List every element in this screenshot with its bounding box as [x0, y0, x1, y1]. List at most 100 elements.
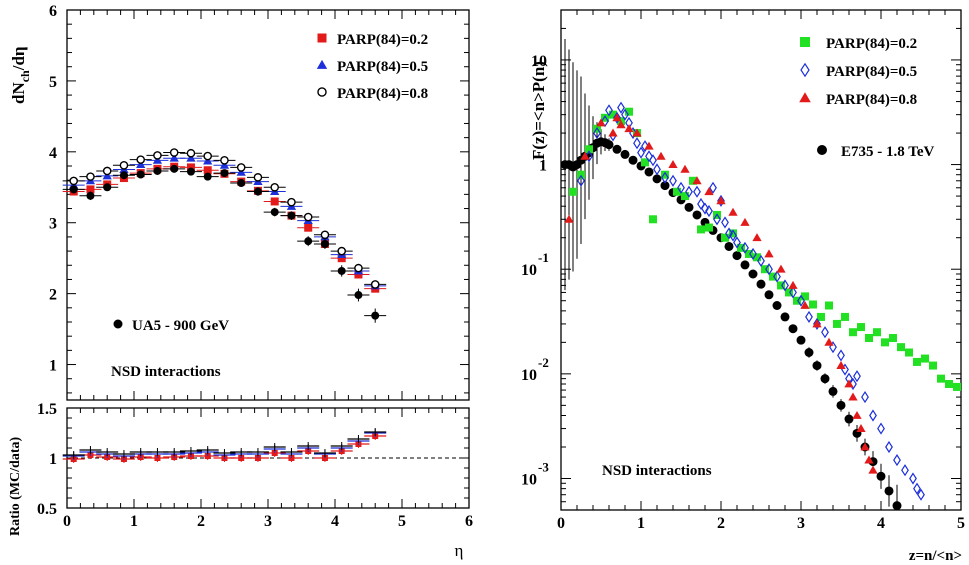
series-parp-84-0-8 [62, 148, 387, 289]
data-point [628, 155, 638, 165]
data-point [203, 151, 212, 161]
data-point [270, 182, 280, 192]
data-point [876, 471, 886, 481]
data-point [929, 361, 937, 370]
data-point [877, 422, 885, 435]
y-tick-label: 10 [521, 367, 537, 384]
data-point [953, 382, 961, 391]
data-point [609, 110, 617, 119]
data-point [303, 212, 313, 222]
data-point [913, 482, 921, 495]
y-axis-title: dNch/dη [9, 46, 32, 104]
y-tick-exponent: -3 [538, 459, 549, 474]
data-point [721, 216, 729, 229]
data-point [893, 454, 901, 467]
legend: PARP(84)=0.2 PARP(84)=0.5 PARP(84)=0.8 UA5 … [113, 32, 428, 334]
data-point [844, 379, 854, 388]
x-tick-label: 1 [130, 513, 138, 530]
data-point [800, 300, 810, 309]
x-tick-label: 1 [637, 515, 645, 532]
data-point [856, 424, 866, 432]
y-tick-label: 1 [49, 358, 57, 375]
data-point [237, 179, 246, 188]
x-axis-title: z=n/<n> [909, 548, 962, 564]
x-tick-label: 0 [557, 515, 565, 532]
data-point [741, 241, 749, 254]
data-point [865, 334, 873, 343]
data-point [304, 237, 313, 246]
series-parp-84-0-5 [577, 101, 925, 501]
data-point [186, 148, 196, 158]
data-point [897, 343, 905, 352]
data-point [721, 233, 729, 242]
data-point [320, 230, 330, 240]
data-point [136, 155, 145, 164]
y-tick-label: 3 [49, 216, 57, 233]
y-tick-label: 1 [49, 451, 57, 468]
data-point [737, 243, 745, 252]
data-point [853, 370, 861, 383]
data-point [86, 185, 95, 194]
data-point [119, 171, 128, 180]
data-point [913, 357, 921, 366]
data-point [605, 104, 613, 117]
data-point [789, 286, 797, 299]
data-point [612, 144, 622, 154]
series-ua5-900-gev [62, 164, 387, 323]
data-point [103, 183, 112, 192]
data-point [769, 272, 777, 281]
annotation-nsd: NSD interactions [602, 463, 712, 479]
data-point [705, 223, 713, 232]
data-point [732, 251, 742, 261]
y-tick-label: 5 [49, 74, 57, 91]
data-point [820, 374, 830, 384]
plot-frame [560, 9, 962, 511]
data-point [869, 409, 877, 422]
data-point [637, 146, 645, 159]
y-axis-title: Ratio (MC/data) [8, 437, 23, 536]
y-axis-title: F(z)=<n>P(n) [529, 61, 548, 160]
legend-label: E735 - 1.8 TeV [841, 144, 935, 160]
data-point [868, 465, 878, 474]
data-point [704, 187, 714, 196]
data-point [805, 310, 813, 323]
legend-marker [800, 62, 810, 78]
data-point [203, 166, 212, 175]
data-point [849, 328, 857, 337]
data-point [745, 249, 753, 258]
data-point [673, 187, 681, 196]
data-point [692, 176, 702, 185]
data-point [717, 194, 725, 207]
data-point [153, 151, 162, 160]
data-point [836, 400, 846, 410]
legend-label: PARP(84)=0.2 [337, 32, 428, 48]
legend-marker [316, 59, 328, 69]
data-point [813, 317, 821, 330]
legend-label: PARP(84)=0.5 [337, 59, 428, 75]
data-point [764, 249, 774, 258]
data-point [729, 229, 737, 242]
x-tick-label: 0 [63, 513, 71, 530]
data-point [186, 167, 195, 176]
data-point [152, 155, 163, 164]
data-point [733, 236, 741, 249]
data-point [69, 176, 78, 186]
data-point [236, 167, 246, 176]
data-point [612, 113, 622, 122]
data-point [785, 288, 793, 297]
data-point [728, 207, 738, 216]
data-point [668, 160, 678, 168]
data-point [796, 335, 806, 345]
data-point [641, 158, 649, 167]
data-point [633, 137, 641, 150]
x-tick-label: 5 [398, 513, 406, 530]
data-point [693, 185, 701, 198]
data-point [825, 301, 833, 310]
x-tick-label: 2 [197, 513, 205, 530]
y-tick-label: 1.5 [37, 401, 57, 418]
panel-multiplicity-eta: 123456dNch/dηPARP(84)=0.2PARP(84)=0.5PAR… [9, 3, 470, 401]
data-point [849, 377, 857, 391]
data-point [86, 172, 95, 181]
data-point [828, 386, 838, 396]
